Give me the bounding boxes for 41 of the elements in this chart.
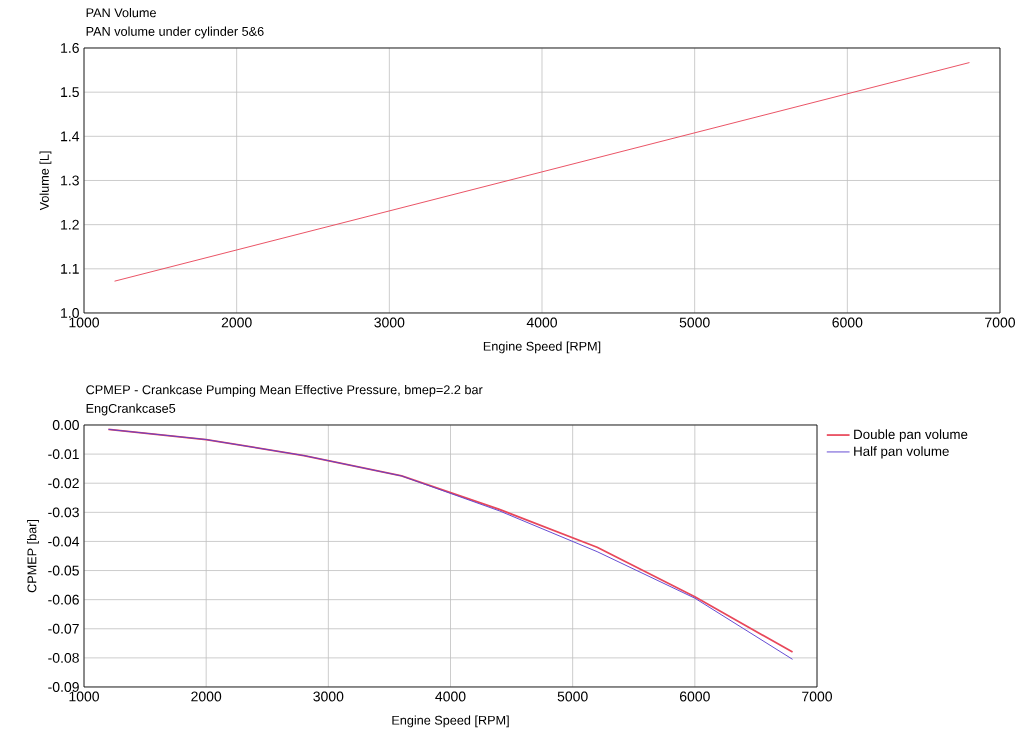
y-tick-label: -0.05: [48, 565, 79, 576]
y-tick-label: -0.01: [48, 449, 79, 460]
x-tick-label: 6000: [679, 691, 710, 702]
chart-title: CPMEP - Crankcase Pumping Mean Effective Pressure, bmep=2.2 bar: [86, 384, 483, 397]
y-tick-label: -0.07: [48, 623, 79, 634]
x-tick-label: 1000: [69, 317, 100, 328]
chart-subtitle: PAN volume under cylinder 5&6: [86, 26, 264, 39]
x-tick-label: 1000: [69, 691, 100, 702]
x-tick-label: 7000: [802, 691, 833, 702]
x-tick-label: 3000: [313, 691, 344, 702]
y-tick-label: -0.03: [48, 507, 79, 518]
x-axis-title: Engine Speed [RPM]: [483, 341, 601, 354]
x-tick-label: 5000: [679, 317, 710, 328]
x-tick-label: 6000: [832, 317, 863, 328]
x-tick-label: 7000: [985, 317, 1016, 328]
legend-label: Double pan volume: [854, 429, 968, 442]
y-tick-label: 0.00: [52, 420, 79, 430]
y-tick-label: -0.04: [48, 536, 80, 547]
x-tick-label: 4000: [526, 317, 558, 328]
x-tick-label: 2000: [191, 691, 222, 702]
chart-subtitle: EngCrankcase5: [86, 403, 176, 416]
legend-label: Half pan volume: [854, 446, 949, 459]
chart-title: PAN Volume: [86, 7, 156, 18]
y-tick-label: 1.0: [61, 308, 79, 318]
y-tick-label: -0.02: [48, 478, 79, 489]
y-tick-label: 1.3: [61, 175, 79, 186]
y-tick-label: -0.09: [48, 682, 79, 692]
x-tick-label: 2000: [221, 317, 252, 328]
y-tick-label: 1.1: [61, 264, 79, 274]
x-tick-label: 4000: [435, 691, 466, 702]
y-axis-title: Volume [L]: [39, 151, 52, 211]
y-tick-label: 1.2: [61, 219, 79, 230]
x-tick-label: 3000: [374, 317, 405, 328]
y-tick-label: 1.5: [61, 87, 79, 98]
y-axis-title: CPMEP [bar]: [27, 519, 39, 593]
y-tick-label: 1.6: [61, 43, 79, 53]
y-tick-label: -0.06: [48, 594, 79, 605]
x-tick-label: 5000: [557, 691, 588, 702]
y-tick-label: 1.4: [61, 131, 80, 142]
y-tick-label: -0.08: [48, 652, 79, 663]
x-axis-title: Engine Speed [RPM]: [392, 715, 509, 728]
